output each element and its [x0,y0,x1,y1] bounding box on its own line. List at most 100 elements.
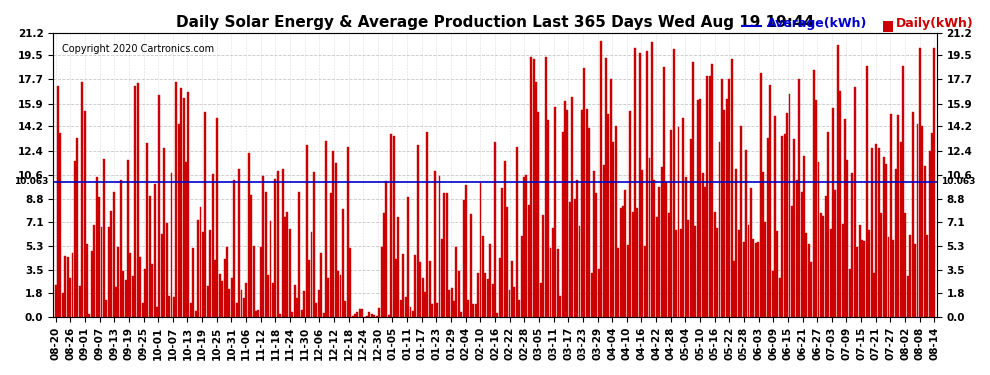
Bar [571,97,573,317]
Bar [726,99,728,317]
Bar [883,157,885,317]
Bar [851,173,853,317]
Bar [931,133,933,317]
Bar [436,303,438,317]
Bar [672,49,674,317]
Bar [917,124,919,317]
Bar [644,246,645,317]
Bar [492,284,494,317]
Bar [745,150,747,317]
Bar [660,167,662,317]
Bar [627,244,629,317]
Bar [110,211,112,317]
Bar [593,171,595,317]
Bar [842,224,843,317]
Bar [470,214,472,317]
Bar [368,312,370,317]
Bar [354,314,356,317]
Bar [810,262,812,317]
Bar [229,289,231,317]
Bar [714,211,716,317]
Bar [412,311,414,317]
Bar [496,313,498,317]
Bar [685,177,687,317]
Bar [559,297,561,317]
Text: Copyright 2020 Cartronics.com: Copyright 2020 Cartronics.com [62,44,214,54]
Bar [390,134,392,317]
Bar [204,112,206,317]
Bar [419,262,421,317]
Bar [410,307,412,317]
Bar [506,207,508,317]
Bar [130,254,132,317]
Bar [142,303,144,317]
Bar [190,303,192,317]
Bar [93,225,95,317]
Bar [378,308,380,317]
Bar [646,51,648,317]
Bar [569,202,571,317]
Bar [929,152,931,317]
Bar [424,292,426,317]
Bar [448,290,450,317]
Bar [648,158,650,317]
Bar [328,278,330,317]
Bar [801,192,803,317]
Bar [173,297,175,317]
Bar [185,162,187,317]
Bar [873,273,875,317]
Bar [140,257,142,317]
Bar [257,310,259,317]
Bar [224,259,226,317]
Bar [610,79,612,317]
Title: Daily Solar Energy & Average Production Last 365 Days Wed Aug 19 19:44: Daily Solar Energy & Average Production … [176,15,814,30]
Bar [880,213,882,317]
Bar [311,232,313,317]
Bar [554,107,556,317]
Bar [383,213,385,317]
Bar [306,145,308,317]
Bar [125,280,127,317]
Bar [103,159,105,317]
Bar [487,279,489,317]
Bar [566,110,568,317]
Bar [742,242,744,317]
Bar [707,76,709,317]
Bar [680,229,682,317]
Bar [924,166,926,317]
Bar [719,142,721,317]
Bar [868,230,870,317]
Bar [248,153,249,317]
Bar [535,82,537,317]
Bar [603,165,605,317]
Bar [405,297,407,317]
Bar [615,126,617,317]
Bar [820,213,822,317]
Bar [202,232,204,317]
Bar [388,315,390,317]
Bar [349,248,351,317]
Bar [919,48,921,317]
Bar [156,306,158,317]
Bar [682,118,684,317]
Bar [54,285,56,317]
Bar [86,244,88,317]
Bar [591,273,593,317]
Bar [231,278,233,317]
Bar [769,85,771,317]
Bar [858,225,860,317]
Bar [71,253,73,317]
Bar [484,273,486,317]
Bar [457,271,459,317]
Bar [509,290,511,317]
Bar [586,109,588,317]
Bar [197,220,199,317]
Bar [774,116,776,317]
Text: 10.063: 10.063 [15,177,49,186]
Bar [759,73,761,317]
Bar [658,187,660,317]
Bar [148,195,150,317]
Bar [663,67,665,317]
Bar [214,260,216,317]
Bar [217,118,219,317]
